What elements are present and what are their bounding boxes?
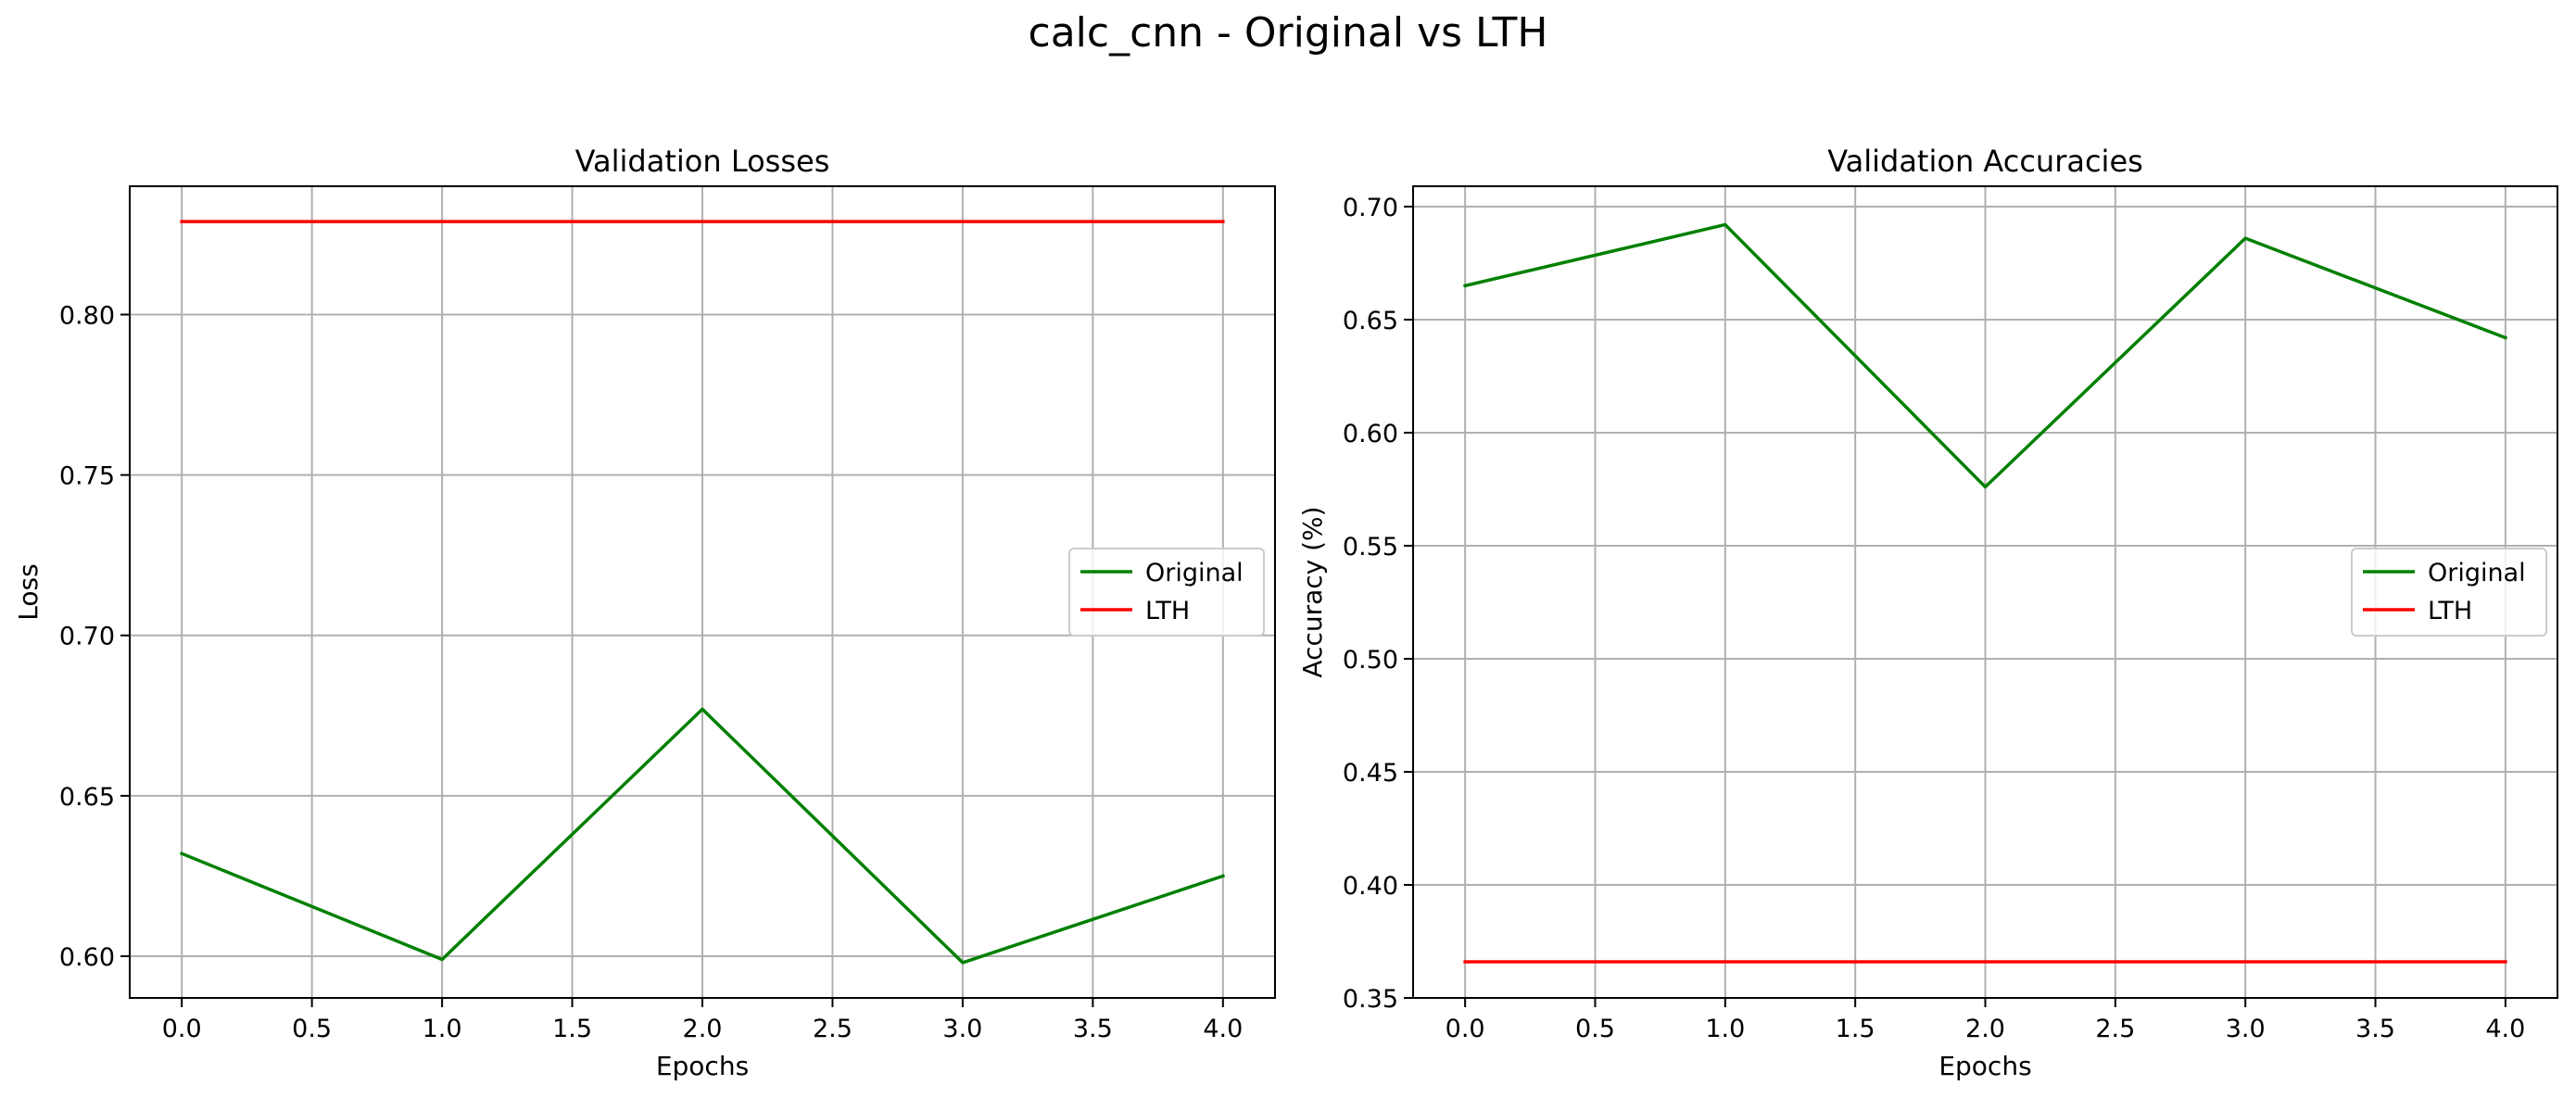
accuracy-x-tick-label-2: 1.0 (1705, 1015, 1745, 1043)
loss-x-tick-label-5: 2.5 (813, 1015, 852, 1043)
accuracy-x-tick-label-8: 4.0 (2485, 1015, 2525, 1043)
loss-x-tick-label-0: 0.0 (162, 1015, 202, 1043)
accuracy-y-tick-label-4: 0.55 (1343, 533, 1398, 562)
accuracy-x-tick-label-4: 2.0 (1965, 1015, 2005, 1043)
loss-series-original-line (179, 707, 1226, 965)
accuracy-x-axis-label: Epochs (1938, 1051, 2031, 1081)
accuracy-y-tick-label-1: 0.40 (1343, 872, 1398, 901)
loss-x-axis-label: Epochs (656, 1051, 749, 1081)
loss-x-tick-label-8: 4.0 (1203, 1015, 1243, 1043)
loss-x-tick-label-4: 2.0 (683, 1015, 723, 1043)
accuracy-legend-lth-label: LTH (2428, 597, 2472, 625)
accuracy-y-tick-label-2: 0.45 (1343, 759, 1398, 788)
loss-y-tick-label-0: 0.60 (59, 943, 115, 972)
validation-accuracies-axes: 0.0 0.5 1.0 1.5 2.0 2.5 3.0 3.5 4.0 0.35 0.40 0.45 0… (1297, 144, 2558, 1081)
loss-x-tick-label-7: 3.5 (1073, 1015, 1113, 1043)
accuracy-y-tick-label-6: 0.65 (1343, 307, 1398, 335)
loss-legend-original-label: Original (1145, 559, 1244, 587)
accuracy-x-tick-label-5: 2.5 (2095, 1015, 2135, 1043)
loss-y-tick-label-2: 0.70 (59, 623, 115, 651)
accuracy-y-tick-label-0: 0.35 (1343, 985, 1398, 1014)
loss-y-tick-label-3: 0.75 (59, 462, 115, 491)
accuracy-y-tick-label-7: 0.70 (1343, 194, 1398, 222)
accuracy-series-original-line (1463, 222, 2508, 489)
accuracy-y-axis-label: Accuracy (%) (1297, 506, 1328, 677)
accuracy-legend-original-label: Original (2428, 559, 2526, 587)
loss-y-tick-label-1: 0.65 (59, 783, 115, 812)
loss-x-tick-label-1: 0.5 (292, 1015, 332, 1043)
accuracy-y-tick-label-3: 0.50 (1343, 646, 1398, 675)
accuracy-x-tick-label-7: 3.5 (2355, 1015, 2395, 1043)
loss-y-axis-label: Loss (13, 563, 44, 620)
validation-losses-axes: 0.0 0.5 1.0 1.5 2.0 2.5 3.0 3.5 4.0 0.60 0.65 0.70 0… (13, 144, 1276, 1081)
accuracy-y-tick-label-5: 0.60 (1343, 420, 1398, 448)
figure-suptitle: calc_cnn - Original vs LTH (1029, 9, 1548, 57)
loss-x-tick-label-3: 1.5 (552, 1015, 592, 1043)
accuracy-x-tick-label-0: 0.0 (1446, 1015, 1485, 1043)
loss-y-tick-label-4: 0.80 (59, 301, 115, 330)
loss-x-tick-label-2: 1.0 (423, 1015, 462, 1043)
loss-x-tick-label-6: 3.0 (942, 1015, 982, 1043)
accuracy-chart-title: Validation Accuracies (1827, 144, 2143, 179)
loss-legend-lth-label: LTH (1145, 597, 1190, 625)
loss-chart-title: Validation Losses (575, 144, 830, 179)
accuracy-x-tick-label-6: 3.0 (2226, 1015, 2266, 1043)
accuracy-x-tick-label-3: 1.5 (1836, 1015, 1875, 1043)
accuracy-x-tick-label-1: 0.5 (1575, 1015, 1615, 1043)
